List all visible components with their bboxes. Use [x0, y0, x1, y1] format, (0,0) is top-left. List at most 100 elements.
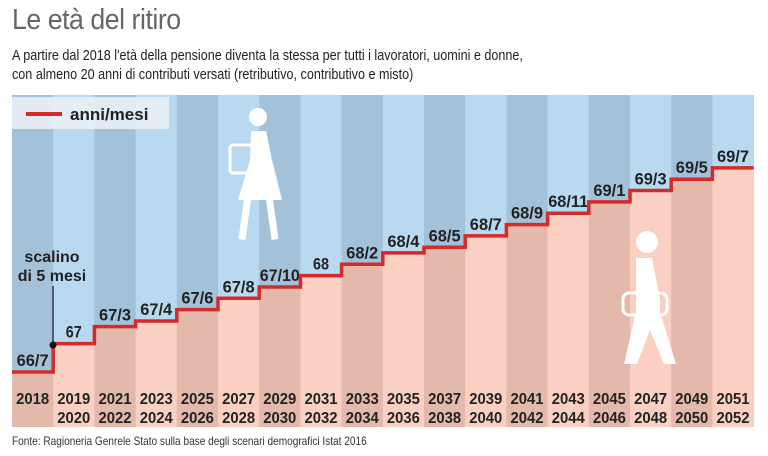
year-label: 2041	[511, 391, 544, 408]
year-label: 2039	[469, 391, 502, 408]
value-label: 67/4	[140, 300, 173, 319]
value-label: 68	[313, 255, 329, 274]
subtitle-line-2: con almeno 20 anni di contributi versati…	[12, 66, 414, 83]
column-background	[712, 167, 755, 427]
annotation: scalino di 5 mesi	[18, 249, 86, 349]
column-background	[506, 224, 549, 427]
value-label: 68/4	[387, 232, 420, 251]
annotation-dot	[49, 341, 57, 349]
value-label: 68/9	[511, 204, 543, 223]
year-label: 2052	[717, 410, 750, 427]
woman-walking-icon	[228, 108, 282, 241]
column-background	[382, 252, 425, 427]
page-title: Le età del ritiro	[12, 4, 181, 36]
column-background	[506, 95, 549, 225]
legend-label: anni/mesi	[70, 105, 148, 124]
year-label: 2018	[16, 391, 49, 408]
column-background	[547, 213, 590, 427]
column-background	[465, 95, 507, 236]
annotation-line-2: di 5 mesi	[18, 268, 86, 285]
column-background	[135, 95, 178, 321]
column-background	[588, 95, 631, 202]
column-background	[218, 298, 260, 427]
legend: anni/mesi	[12, 97, 169, 129]
year-label: 2036	[387, 410, 420, 427]
column-background	[547, 95, 590, 214]
year-label: 2040	[469, 410, 502, 427]
column-background	[94, 95, 137, 327]
subtitle-line-1: A partire dal 2018 l'età della pensione …	[12, 47, 523, 64]
value-label: 67/6	[181, 289, 213, 308]
year-label: 2042	[511, 410, 544, 427]
year-label: 2033	[346, 391, 379, 408]
column-background	[259, 286, 301, 427]
year-label: 2026	[181, 410, 214, 427]
value-label: 67	[66, 323, 82, 342]
source-note: Fonte: Ragioneria Genrele Stato sulla ba…	[12, 434, 367, 448]
year-label: 2047	[634, 391, 667, 408]
column-background	[424, 95, 466, 248]
column-background	[176, 95, 219, 310]
column-background	[712, 95, 755, 168]
value-label: 67/8	[223, 277, 255, 296]
column-background	[300, 275, 343, 427]
column-background	[341, 95, 384, 265]
value-label: 68/7	[470, 215, 502, 234]
chart-marks: 66/7 2018 67 2019 2020 67/3 2021 2022 67/4 2023 20…	[12, 147, 754, 427]
year-label: 2028	[222, 410, 255, 427]
year-label: 2027	[222, 391, 255, 408]
value-label: 69/3	[635, 170, 667, 189]
year-label: 2049	[675, 391, 708, 408]
year-label: 2043	[552, 391, 585, 408]
year-label: 2050	[675, 410, 708, 427]
column-background	[382, 95, 425, 253]
year-label: 2019	[57, 391, 90, 408]
year-label: 2032	[305, 410, 338, 427]
year-label: 2046	[593, 410, 626, 427]
column-background	[12, 372, 54, 427]
year-label: 2023	[140, 391, 173, 408]
annotation-line-1: scalino	[24, 249, 79, 266]
column-background	[12, 95, 54, 372]
column-background	[588, 201, 631, 427]
column-background	[176, 309, 219, 427]
column-background	[300, 95, 343, 276]
year-label: 2045	[593, 391, 626, 408]
column-background	[630, 95, 672, 191]
column-background	[94, 326, 137, 427]
year-label: 2034	[346, 410, 379, 427]
column-background	[671, 179, 713, 427]
age-step-line	[12, 166, 754, 374]
year-label: 2048	[634, 410, 667, 427]
value-label: 69/7	[717, 147, 749, 166]
value-label: 69/1	[593, 181, 625, 200]
year-label: 2029	[263, 391, 296, 408]
figures	[228, 108, 676, 364]
year-label: 2031	[305, 391, 338, 408]
column-background	[53, 95, 95, 344]
value-label: 67/10	[260, 266, 300, 285]
year-label: 2021	[99, 391, 132, 408]
value-label: 67/3	[99, 306, 131, 325]
column-background	[424, 247, 466, 427]
value-label: 68/11	[548, 192, 588, 211]
column-background	[53, 343, 95, 427]
column-background	[671, 95, 713, 180]
value-label: 68/2	[346, 243, 378, 262]
value-label: 66/7	[17, 351, 49, 370]
year-label: 2025	[181, 391, 214, 408]
year-label: 2038	[428, 410, 461, 427]
year-label: 2030	[263, 410, 296, 427]
year-label: 2037	[428, 391, 461, 408]
year-label: 2044	[552, 410, 585, 427]
value-label: 68/5	[429, 226, 461, 245]
column-background	[135, 320, 178, 427]
value-label: 69/5	[676, 158, 708, 177]
column-background	[465, 235, 507, 427]
year-label: 2020	[57, 410, 90, 427]
year-label: 2022	[99, 410, 132, 427]
year-label: 2035	[387, 391, 420, 408]
year-label: 2051	[717, 391, 750, 408]
man-walking-icon	[621, 231, 676, 364]
